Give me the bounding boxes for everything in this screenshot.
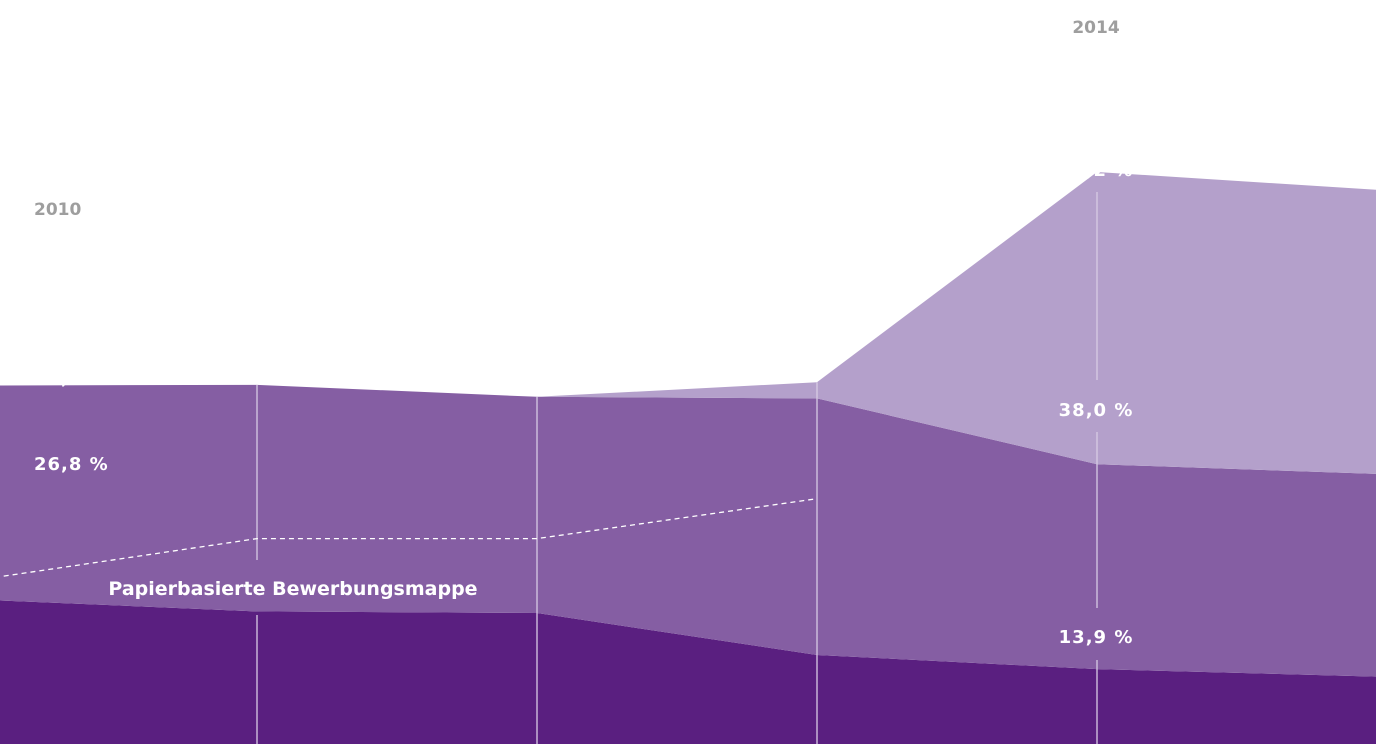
area-layer bbox=[0, 172, 1376, 744]
data-label-2014-top: 54,2 % bbox=[1059, 160, 1134, 181]
data-label-2010-top: 39,7 % bbox=[34, 256, 109, 277]
data-label-2010-paper: 26,8 % bbox=[34, 454, 109, 475]
dashed-trend-line bbox=[0, 498, 818, 578]
data-label-2014-middle: 38,0 % bbox=[1059, 400, 1134, 421]
area-series-paper bbox=[0, 600, 1376, 744]
data-label-2014-paper: 13,9 % bbox=[1059, 627, 1134, 648]
data-label-2010-dashed: 30,4 % bbox=[34, 368, 109, 389]
area-series-middle bbox=[0, 384, 1376, 677]
year-label-2014: 2014 bbox=[1072, 18, 1119, 38]
series-label-email: E-Mail bbox=[655, 357, 721, 379]
gridline-layer bbox=[256, 192, 1098, 744]
series-label-paper: Papierbasierte Bewerbungsmappe bbox=[108, 578, 477, 600]
area-series-email bbox=[0, 172, 1376, 474]
year-label-2010: 2010 bbox=[34, 200, 81, 220]
